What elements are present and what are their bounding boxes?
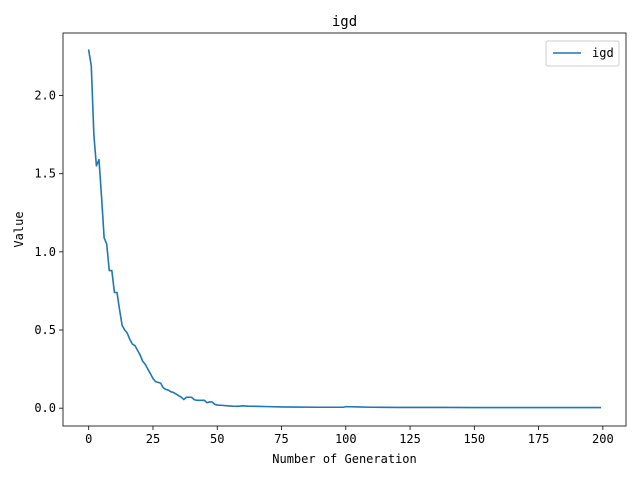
y-tick-label: 1.0 <box>34 245 56 259</box>
x-tick-label: 25 <box>146 432 160 446</box>
series-layer <box>87 49 602 409</box>
y-axis-label: Value <box>12 211 26 247</box>
x-tick-label: 100 <box>335 432 357 446</box>
x-tick-label: 175 <box>528 432 550 446</box>
x-tick-label: 125 <box>399 432 421 446</box>
plot-area <box>62 32 627 427</box>
chart-title: igd <box>332 14 357 30</box>
x-axis-label: Number of Generation <box>272 452 417 466</box>
x-tick-label: 50 <box>210 432 224 446</box>
legend: igd <box>545 40 620 67</box>
x-tick-label: 150 <box>463 432 485 446</box>
y-tick-label: 0.0 <box>34 401 56 415</box>
legend-box <box>545 40 620 67</box>
legend-label-igd: igd <box>592 46 614 60</box>
axis-ticks: 0 25 50 75 100 125 150 175 200 0.0 0.5 1.0 1.5 2.0 <box>34 89 613 446</box>
plot-frame <box>62 32 627 427</box>
y-tick-label: 1.5 <box>34 167 56 181</box>
x-tick-label: 200 <box>592 432 614 446</box>
y-tick-label: 0.5 <box>34 323 56 337</box>
x-tick-label: 75 <box>274 432 288 446</box>
x-tick-label: 0 <box>85 432 92 446</box>
y-tick-label: 2.0 <box>34 89 56 103</box>
series-line-igd <box>87 49 602 409</box>
